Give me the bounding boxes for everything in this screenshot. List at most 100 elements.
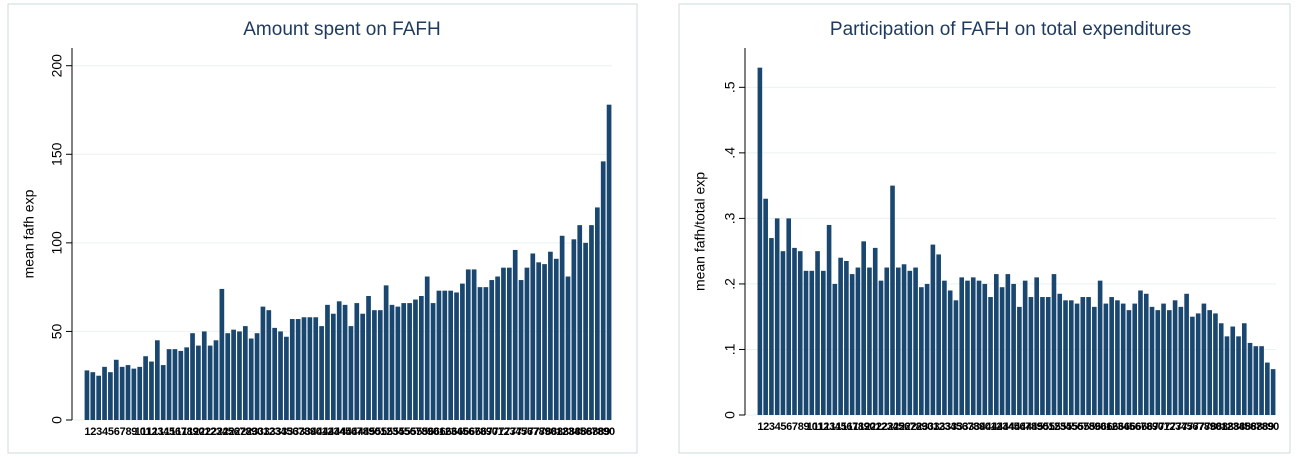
bar	[901, 264, 907, 415]
bar	[1074, 303, 1080, 415]
x-tick-label: 48	[1026, 421, 1037, 433]
x-tick-label: 40	[311, 426, 322, 438]
bar	[1045, 297, 1051, 415]
bar	[172, 349, 178, 420]
bar	[965, 280, 970, 415]
bar	[559, 235, 565, 420]
bar	[166, 349, 172, 420]
bar	[1143, 293, 1149, 415]
x-tick-label: 61	[434, 426, 445, 438]
x-tick-label: 23	[211, 426, 222, 438]
x-tick-label: 56	[404, 426, 415, 438]
x-tick-label: 39	[974, 421, 985, 433]
bar	[1126, 310, 1132, 415]
bar	[895, 267, 901, 415]
bar	[231, 329, 236, 420]
x-tick-label: 32	[934, 421, 945, 433]
bar	[471, 269, 477, 420]
bar	[219, 288, 225, 420]
x-tick-label: 17	[176, 426, 187, 438]
x-tick-label: 59	[422, 426, 433, 438]
x-tick-label: 88	[1256, 421, 1267, 433]
bar	[143, 356, 148, 420]
x-tick-label: 21	[870, 421, 881, 433]
bar	[780, 251, 786, 415]
bar	[1149, 306, 1155, 415]
bar	[982, 283, 988, 415]
x-tick-label: 68	[1141, 421, 1152, 433]
bar	[1092, 306, 1097, 415]
x-tick-label: 54	[393, 426, 405, 438]
bar	[976, 280, 982, 415]
bar	[1195, 313, 1201, 415]
bar	[137, 366, 143, 420]
x-tick-label: 16	[841, 421, 852, 433]
bar	[196, 345, 201, 420]
bar	[838, 257, 843, 415]
x-tick-label: 70	[487, 426, 498, 438]
bar	[336, 301, 342, 420]
x-tick-label: 35	[281, 426, 292, 438]
x-tick-label: 53	[1055, 421, 1066, 433]
bar	[1005, 274, 1011, 415]
x-tick-label: 4	[775, 421, 782, 433]
x-tick-label: 57	[410, 426, 421, 438]
x-tick-label: 51	[1043, 421, 1054, 433]
x-tick-label: 23	[882, 421, 893, 433]
x-tick-label: 45	[1008, 421, 1019, 433]
x-tick-label: 47	[1020, 421, 1031, 433]
bar	[542, 264, 547, 420]
bar	[1172, 300, 1178, 415]
bar	[454, 292, 459, 420]
x-tick-label: 82	[1222, 421, 1233, 433]
bar	[1201, 303, 1207, 415]
x-tick-label: 42	[322, 426, 333, 438]
bar	[872, 247, 878, 415]
bar	[149, 361, 154, 420]
x-tick-label: 3	[96, 426, 102, 438]
x-tick-label: 18	[182, 426, 193, 438]
bar	[1115, 300, 1120, 415]
bar	[878, 280, 884, 415]
bar	[530, 253, 536, 420]
x-tick-label: 72	[1164, 421, 1175, 433]
bar	[366, 296, 371, 420]
x-tick-label: 78	[1199, 421, 1210, 433]
x-tick-label: 66	[1130, 421, 1141, 433]
x-tick-label: 53	[387, 426, 398, 438]
x-tick-label: 50	[1037, 421, 1048, 433]
bar	[442, 290, 448, 420]
x-tick-label: 65	[1124, 421, 1135, 433]
x-tick-label: 62	[440, 426, 451, 438]
x-tick-label: 43	[997, 421, 1008, 433]
x-tick-label: 37	[962, 421, 973, 433]
bar	[600, 161, 606, 420]
y-axis-label: mean fafh/total exp	[692, 172, 708, 291]
x-tick-label: 52	[1049, 421, 1060, 433]
bar	[401, 303, 407, 420]
x-tick-label: 26	[228, 426, 239, 438]
x-tick-label: 82	[557, 426, 568, 438]
x-tick-label: 47	[352, 426, 363, 438]
bar	[84, 370, 90, 420]
bar	[237, 331, 242, 420]
x-tick-label: 34	[945, 421, 957, 433]
x-tick-label: 8	[798, 421, 804, 433]
x-tick-label: 22	[876, 421, 887, 433]
bar	[1040, 297, 1045, 415]
x-tick-label: 33	[270, 426, 281, 438]
x-tick-label: 6	[786, 421, 792, 433]
bar	[826, 224, 832, 415]
x-tick-label: 29	[246, 426, 257, 438]
x-tick-label: 69	[481, 426, 492, 438]
bar	[448, 290, 454, 420]
x-tick-label: 75	[516, 426, 527, 438]
bar	[1120, 303, 1126, 415]
x-tick-label: 67	[1135, 421, 1146, 433]
bar	[460, 283, 465, 420]
x-tick-label: 24	[217, 426, 229, 438]
bar	[589, 225, 594, 420]
bar	[1138, 290, 1143, 415]
x-tick-label: 8	[125, 426, 131, 438]
bar	[1028, 297, 1034, 415]
